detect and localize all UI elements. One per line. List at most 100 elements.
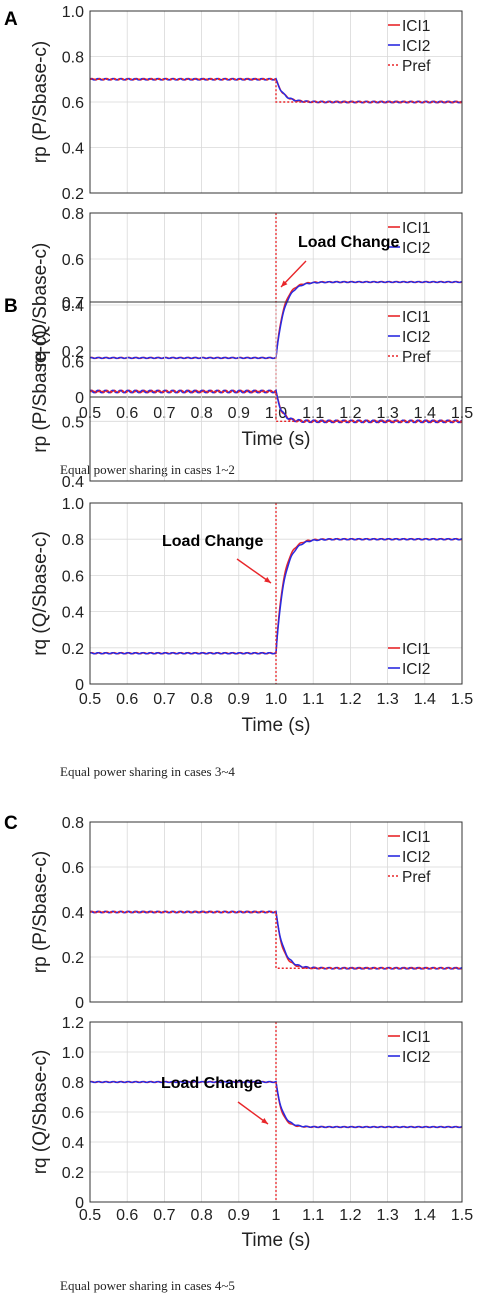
panel-b-rp-legend-label-pref: Pref: [402, 349, 431, 366]
panel-a-rp-series-pref: [90, 78, 462, 103]
panel-c-rp-ytick-label: 0.4: [62, 905, 84, 922]
x-tick-label: 1.5: [451, 691, 473, 708]
panel-b-rp-legend-label-ici2: ICI2: [402, 329, 430, 346]
panel-b-rp-ytick-label: 0.4: [62, 474, 84, 491]
panel-b-rq-ylabel: rq (Q/Sbase-c): [30, 531, 51, 656]
panel-c-rp-ytick-label: 0: [75, 995, 84, 1012]
panel-c-rp-legend-label-pref: Pref: [402, 869, 431, 886]
panel-c-rp-ytick-label: 0.8: [62, 815, 84, 832]
panel-c-rq-series-ici2: [89, 1080, 463, 1129]
panel-a-rq-ytick-label: 0.6: [62, 252, 84, 269]
x-tick-label: 1.4: [414, 691, 436, 708]
panel-c-rp-ytick-label: 0.6: [62, 860, 84, 877]
x-tick-label: 0.7: [153, 691, 175, 708]
panel-a-rq-ylabel: rq (Q/Sbase-c): [30, 243, 51, 368]
panel-c-rq-ylabel: rq (Q/Sbase-c): [30, 1050, 51, 1175]
panel-a-rp-ylabel: rp (P/Sbase-c): [30, 41, 51, 163]
x-tick-label: 1.1: [302, 691, 324, 708]
x-tick-label: 0.9: [228, 691, 250, 708]
panel-b-rq-axes-frame: [89, 502, 463, 685]
panel-c-rp-series-pref: [90, 911, 462, 969]
panel-caption: Equal power sharing in cases 4~5: [60, 1278, 235, 1293]
panel-letter: C: [4, 813, 18, 834]
panel-a-rq-ytick-label: 0.4: [62, 298, 84, 315]
panel-c-rq-legend-label-ici1: ICI1: [402, 1029, 430, 1046]
panel-letter: B: [4, 296, 18, 317]
panel-b-rq-legend-label-ici1: ICI1: [402, 641, 430, 658]
panel-b-rp-axes-frame: [89, 301, 463, 482]
load-change-annotation: Load Change: [161, 1075, 262, 1092]
panel-a-rp-ytick-label: 0.4: [62, 141, 84, 158]
panel-a-rq-ytick-label: 0.8: [62, 206, 84, 223]
panel-c-rp-legend-label-ici2: ICI2: [402, 849, 430, 866]
panel-a-rq-legend-label-ici2: ICI2: [402, 240, 430, 257]
panel-c-rq-ytick-label: 0.6: [62, 1105, 84, 1122]
x-tick-label: 0.5: [79, 691, 101, 708]
x-tick-label: 0.6: [116, 691, 138, 708]
panel-a-rp-ytick-label: 0.8: [62, 50, 84, 67]
panel-b-rq-ytick-label: 0.2: [62, 641, 84, 658]
load-change-annotation: Load Change: [162, 533, 263, 550]
x-tick-label: 0.9: [228, 1207, 250, 1224]
panel-a-rp-ytick-label: 1.0: [62, 4, 84, 21]
load-change-arrowhead: [264, 577, 271, 583]
panel-b-rp-ytick-label: 0.7: [62, 295, 84, 312]
load-change-arrowhead: [261, 1117, 268, 1124]
panel-c-rp-ytick-label: 0.2: [62, 950, 84, 967]
x-axis-label: Time (s): [242, 1230, 311, 1251]
x-tick-label: 0.6: [116, 1207, 138, 1224]
x-axis-label: Time (s): [242, 715, 311, 736]
panel-c-rp-legend-label-ici1: ICI1: [402, 829, 430, 846]
panel-c-rq-legend-label-ici2: ICI2: [402, 1049, 430, 1066]
panel-a-rp-legend-label-pref: Pref: [402, 58, 431, 75]
x-tick-label: 1.3: [376, 691, 398, 708]
load-change-annotation: Load Change: [298, 234, 399, 251]
x-tick-label: 0.5: [79, 1207, 101, 1224]
panel-a-rq-ytick-label: 0.2: [62, 344, 84, 361]
panel-c-rq-ytick-label: 0: [75, 1195, 84, 1212]
panel-b-rq-legend-label-ici2: ICI2: [402, 661, 430, 678]
panel-b-rp-legend-label-ici1: ICI1: [402, 309, 430, 326]
x-tick-label: 0.7: [153, 1207, 175, 1224]
x-tick-label: 0.8: [190, 691, 212, 708]
panel-b-rq-ytick-label: 1.0: [62, 496, 84, 513]
x-tick-label: 1.2: [339, 1207, 361, 1224]
panel-caption: Equal power sharing in cases 1~2: [60, 462, 235, 477]
panel-c-rq-ytick-label: 0.2: [62, 1165, 84, 1182]
panel-c-rq-ytick-label: 1.0: [62, 1045, 84, 1062]
panel-letter: A: [4, 9, 18, 30]
panel-c-rp-ylabel: rp (P/Sbase-c): [30, 851, 51, 973]
panel-b-rp-series-pref: [90, 390, 462, 423]
x-tick-label: 1.3: [376, 1207, 398, 1224]
panel-a-rq-legend-label-ici1: ICI1: [402, 220, 430, 237]
panel-a-rp-legend-label-ici2: ICI2: [402, 38, 430, 55]
load-change-arrowhead: [281, 280, 288, 287]
load-change-arrow: [236, 558, 272, 584]
panel-caption: Equal power sharing in cases 3~4: [60, 764, 235, 779]
x-tick-label: 1: [272, 1207, 281, 1224]
panel-c-rq-axes-frame: [89, 1021, 463, 1203]
x-tick-label: 1.2: [339, 691, 361, 708]
x-tick-label: 1.0: [265, 691, 287, 708]
panel-a-rp-ytick-label: 0.2: [62, 186, 84, 203]
panel-a-rp-axes-frame: [89, 10, 463, 194]
panel-b-rq-ytick-label: 0.4: [62, 605, 84, 622]
panel-b-rq-ytick-label: 0.6: [62, 568, 84, 585]
panel-c-rp-axes-frame: [89, 821, 463, 1003]
panel-b-rq-ytick-label: 0: [75, 677, 84, 694]
panel-a-rp-legend-label-ici1: ICI1: [402, 18, 430, 35]
x-tick-label: 1.5: [451, 1207, 473, 1224]
x-tick-label: 1.1: [302, 1207, 324, 1224]
panel-b-rp-ytick-label: 0.6: [62, 355, 84, 372]
x-tick-label: 0.8: [190, 1207, 212, 1224]
x-tick-label: 1.4: [414, 1207, 436, 1224]
panel-b-rp-ylabel: rp (P/Sbase-c): [30, 330, 51, 452]
panel-c-rq-ytick-label: 0.4: [62, 1135, 84, 1152]
panel-a-rq-ytick-label: 0: [75, 390, 84, 407]
panel-b-rp-ytick-label: 0.5: [62, 414, 84, 431]
panel-c-rq-ytick-label: 0.8: [62, 1075, 84, 1092]
panel-c-rq-ytick-label: 1.2: [62, 1015, 84, 1032]
panel-a-rp-ytick-label: 0.6: [62, 95, 84, 112]
panel-b-rq-ytick-label: 0.8: [62, 532, 84, 549]
